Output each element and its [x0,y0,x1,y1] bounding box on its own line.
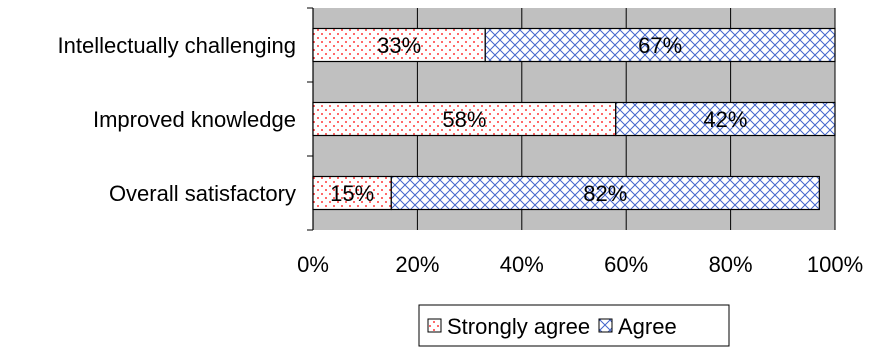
bar-strongly-agree-improved-knowledge [312,101,617,137]
category-label-improved-knowledge: Improved knowledge [93,107,296,132]
x-tick-label-20: 20% [395,252,439,277]
legend: Strongly agree Agree [418,304,730,347]
x-tick-label-100: 100% [807,252,863,277]
category-label-intellectually-challenging: Intellectually challenging [58,33,297,58]
data-label-agree-improved-knowledge: 42% [703,107,747,132]
data-label-strongly-agree-overall-satisfactory: 15% [330,181,374,206]
legend-swatch-strongly-agree [427,318,442,333]
bar-strongly-agree-overall-satisfactory [312,175,392,211]
x-tick-label-60: 60% [604,252,648,277]
x-tick-label-80: 80% [709,252,753,277]
data-label-strongly-agree-intellectually-challenging: 33% [377,33,421,58]
x-tick-label-0: 0% [297,252,329,277]
legend-label-strongly-agree: Strongly agree [447,314,590,339]
category-label-overall-satisfactory: Overall satisfactory [109,181,296,206]
bar-agree-overall-satisfactory [390,175,820,211]
data-label-agree-overall-satisfactory: 82% [583,181,627,206]
data-label-agree-intellectually-challenging: 67% [638,33,682,58]
x-tick-label-40: 40% [500,252,544,277]
legend-label-agree: Agree [618,314,677,339]
data-label-strongly-agree-improved-knowledge: 58% [442,107,486,132]
bar-agree-improved-knowledge [615,101,836,137]
legend-box [418,304,730,347]
legend-swatch-agree [598,318,613,333]
labels: 0% 20% 40% 60% 80% 100% Intellectually challen… [58,33,864,277]
bar-agree-intellectually-challenging [484,27,836,63]
bars [312,27,836,211]
